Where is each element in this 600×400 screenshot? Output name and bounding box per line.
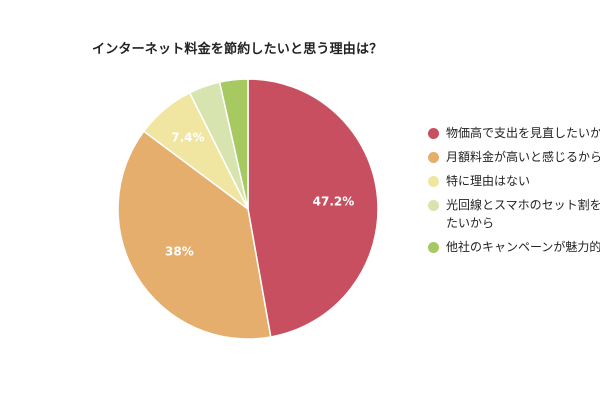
pie-slice-1 xyxy=(247,78,379,338)
legend-label: 特に理由はない xyxy=(446,174,531,188)
legend-label: 月額料金が高いと感じるから xyxy=(446,150,600,164)
legend-item-2: 月額料金が高いと感じるから xyxy=(424,148,600,166)
legend-label: 光回線とスマホのセット割を活用したいから xyxy=(446,198,600,230)
chart-title: インターネット料金を節約したいと思う理由は？ xyxy=(92,42,383,57)
chart-legend: 物価高で支出を見直したいから 月額料金が高いと感じるから 特に理由はない光回線とスマ… xyxy=(424,124,600,262)
pie-chart: 47.2% 38% 7.4% xyxy=(117,78,379,340)
slice-label-2: 38% xyxy=(165,244,194,258)
legend-item-4: 光回線とスマホのセット割を活用したいから xyxy=(424,196,600,232)
slice-label-3: 7.4% xyxy=(171,130,204,144)
legend-label: 他社のキャンペーンが魅力的だから xyxy=(446,240,600,254)
legend-label: 物価高で支出を見直したいから xyxy=(446,126,600,140)
legend-item-5: 他社のキャンペーンが魅力的だから xyxy=(424,238,600,256)
legend-swatch xyxy=(428,176,439,187)
legend-item-1: 物価高で支出を見直したいから xyxy=(424,124,600,142)
pie-slice-5 xyxy=(218,78,249,210)
slice-label-1: 47.2% xyxy=(313,194,355,208)
legend-swatch xyxy=(428,200,439,211)
legend-swatch xyxy=(428,152,439,163)
legend-swatch xyxy=(428,242,439,253)
legend-swatch xyxy=(428,128,439,139)
pie-slice-2 xyxy=(117,130,272,340)
legend-item-3: 特に理由はない xyxy=(424,172,600,190)
